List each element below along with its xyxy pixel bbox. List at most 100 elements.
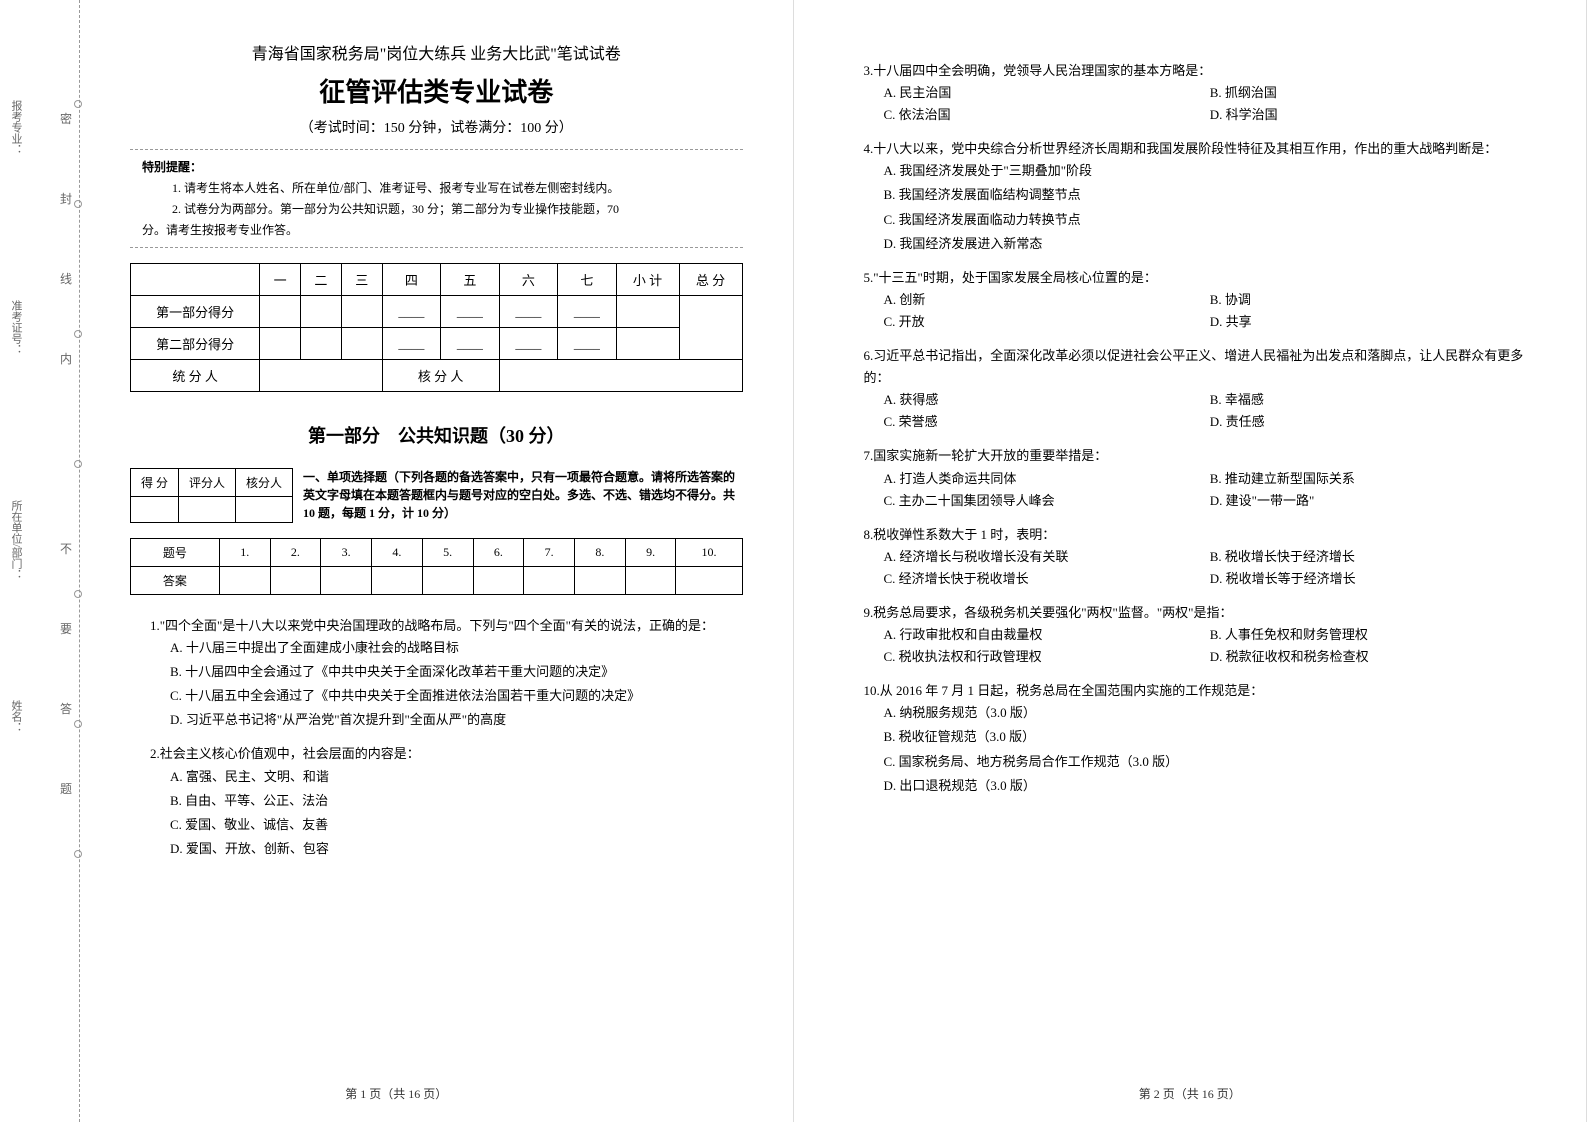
option: A. 经济增长与税收增长没有关联 [884,546,1210,568]
binding-label-major: 报考专业： [8,100,24,155]
table-row: 第一部分得分 ____ ____ ____ ____ [131,296,743,328]
question-text: 2.社会主义核心价值观中，社会层面的内容是： [150,743,743,765]
cell: 二 [301,264,342,296]
option: A. 行政审批权和自由裁量权 [884,624,1210,646]
q-num: 10. [864,683,880,698]
cell: 一 [260,264,301,296]
cell [321,567,372,595]
cell [301,328,342,360]
cell: ____ [499,328,557,360]
option: B. 我国经济发展面临结构调整节点 [884,184,1537,206]
cell: 6. [473,539,524,567]
binding-hole-icon [74,590,82,598]
notice-item: 分。请考生按报考专业作答。 [142,221,731,239]
cell: 评分人 [179,469,236,497]
notice-box: 特别提醒： 1. 请考生将本人姓名、所在单位/部门、准考证号、报考专业写在试卷左… [130,149,743,248]
cell [131,497,179,523]
q-num: 5. [864,270,874,285]
cell [524,567,575,595]
options-row: C. 开放 D. 共享 [884,311,1537,333]
options-row: A. 打造人类命运共同体 B. 推动建立新型国际关系 [884,468,1537,490]
cell [616,296,679,328]
table-row: 题号 1. 2. 3. 4. 5. 6. 7. 8. 9. 10. [131,539,743,567]
cell [676,567,742,595]
binding-hole-icon [74,100,82,108]
q-text: 税收弹性系数大于 1 时，表明： [873,527,1055,542]
cell: 三 [341,264,382,296]
option: A. 纳税服务规范（3.0 版） [884,702,1537,724]
option: B. 协调 [1210,289,1536,311]
option: D. 科学治国 [1210,104,1536,126]
notice-item: 2. 试卷分为两部分。第一部分为公共知识题，30 分；第二部分为专业操作技能题，… [172,200,731,218]
cell [473,567,524,595]
option: D. 税款征收权和税务检查权 [1210,646,1536,668]
cell: 四 [382,264,440,296]
binding-label-name: 姓名： [8,700,24,733]
q-text: 税务总局要求，各级税务机关要强化"两权"监督。"两权"是指： [873,605,1232,620]
options-row: A. 创新 B. 协调 [884,289,1537,311]
q-text: 十八届四中全会明确，党领导人民治理国家的基本方略是： [873,63,1211,78]
option: A. 我国经济发展处于"三期叠加"阶段 [884,160,1537,182]
cell [131,264,260,296]
options-row: A. 行政审批权和自由裁量权 B. 人事任免权和财务管理权 [884,624,1537,646]
cell [574,567,625,595]
options-row: C. 主办二十国集团领导人峰会 D. 建设"一带一路" [884,490,1537,512]
cell [260,328,301,360]
cell [625,567,676,595]
question-text: 10.从 2016 年 7 月 1 日起，税务总局在全国范围内实施的工作规范是： [864,680,1537,702]
cell [236,497,293,523]
option: B. 幸福感 [1210,389,1536,411]
cell [301,296,342,328]
cell [616,328,679,360]
cell: 2. [270,539,321,567]
table-row [131,497,293,523]
options-row: A. 获得感 B. 幸福感 [884,389,1537,411]
cell: 核分人 [236,469,293,497]
option: A. 获得感 [884,389,1210,411]
question-10: 10.从 2016 年 7 月 1 日起，税务总局在全国范围内实施的工作规范是：… [864,680,1537,796]
option: C. 主办二十国集团领导人峰会 [884,490,1210,512]
binding-char: 线 [60,270,72,287]
option: B. 抓纲治国 [1210,82,1536,104]
cell [499,360,742,392]
question-3: 3.十八届四中全会明确，党领导人民治理国家的基本方略是： A. 民主治国 B. … [864,60,1537,126]
cell: 9. [625,539,676,567]
cell: ____ [441,328,499,360]
instruction-text: 一、单项选择题（下列各题的备选答案中，只有一项最符合题意。请将所选答案的英文字母… [303,468,742,522]
cell: 8. [574,539,625,567]
cell [422,567,473,595]
question-1: 1."四个全面"是十八大以来党中央治国理政的战略布局。下列与"四个全面"有关的说… [150,615,743,731]
option: C. 荣誉感 [884,411,1210,433]
option: D. 我国经济发展进入新常态 [884,233,1537,255]
options-row: C. 经济增长快于税收增长 D. 税收增长等于经济增长 [884,568,1537,590]
cell [372,567,423,595]
cell: ____ [499,296,557,328]
page2-content: 3.十八届四中全会明确，党领导人民治理国家的基本方略是： A. 民主治国 B. … [844,40,1537,797]
q-num: 4. [864,141,874,156]
option: B. 十八届四中全会通过了《中共中央关于全面深化改革若干重大问题的决定》 [170,661,743,683]
cell: ____ [382,296,440,328]
binding-char: 密 [60,110,72,127]
binding-label-dept: 所在单位/部门： [8,500,24,580]
options-row: C. 荣誉感 D. 责任感 [884,411,1537,433]
cell [260,360,382,392]
exam-page-left: 报考专业： 准考证号： 所在单位/部门： 姓名： 密 封 线 内 不 要 答 题… [0,0,794,1122]
cell [341,328,382,360]
table-row: 统 分 人 核 分 人 [131,360,743,392]
option: C. 税收执法权和行政管理权 [884,646,1210,668]
cell [270,567,321,595]
option: D. 税收增长等于经济增长 [1210,568,1536,590]
binding-hole-icon [74,460,82,468]
row-label: 统 分 人 [131,360,260,392]
cell: 10. [676,539,742,567]
question-5: 5."十三五"时期，处于国家发展全局核心位置的是： A. 创新 B. 协调 C.… [864,267,1537,333]
option: B. 税收增长快于经济增长 [1210,546,1536,568]
table-row: 一 二 三 四 五 六 七 小 计 总 分 [131,264,743,296]
binding-hole-icon [74,850,82,858]
q-num: 3. [864,63,874,78]
option: C. 经济增长快于税收增长 [884,568,1210,590]
binding-margin: 报考专业： 准考证号： 所在单位/部门： 姓名： 密 封 线 内 不 要 答 题 [0,0,80,1122]
cell [341,296,382,328]
cell [219,567,270,595]
subtitle: （考试时间：150 分钟，试卷满分：100 分） [130,117,743,137]
